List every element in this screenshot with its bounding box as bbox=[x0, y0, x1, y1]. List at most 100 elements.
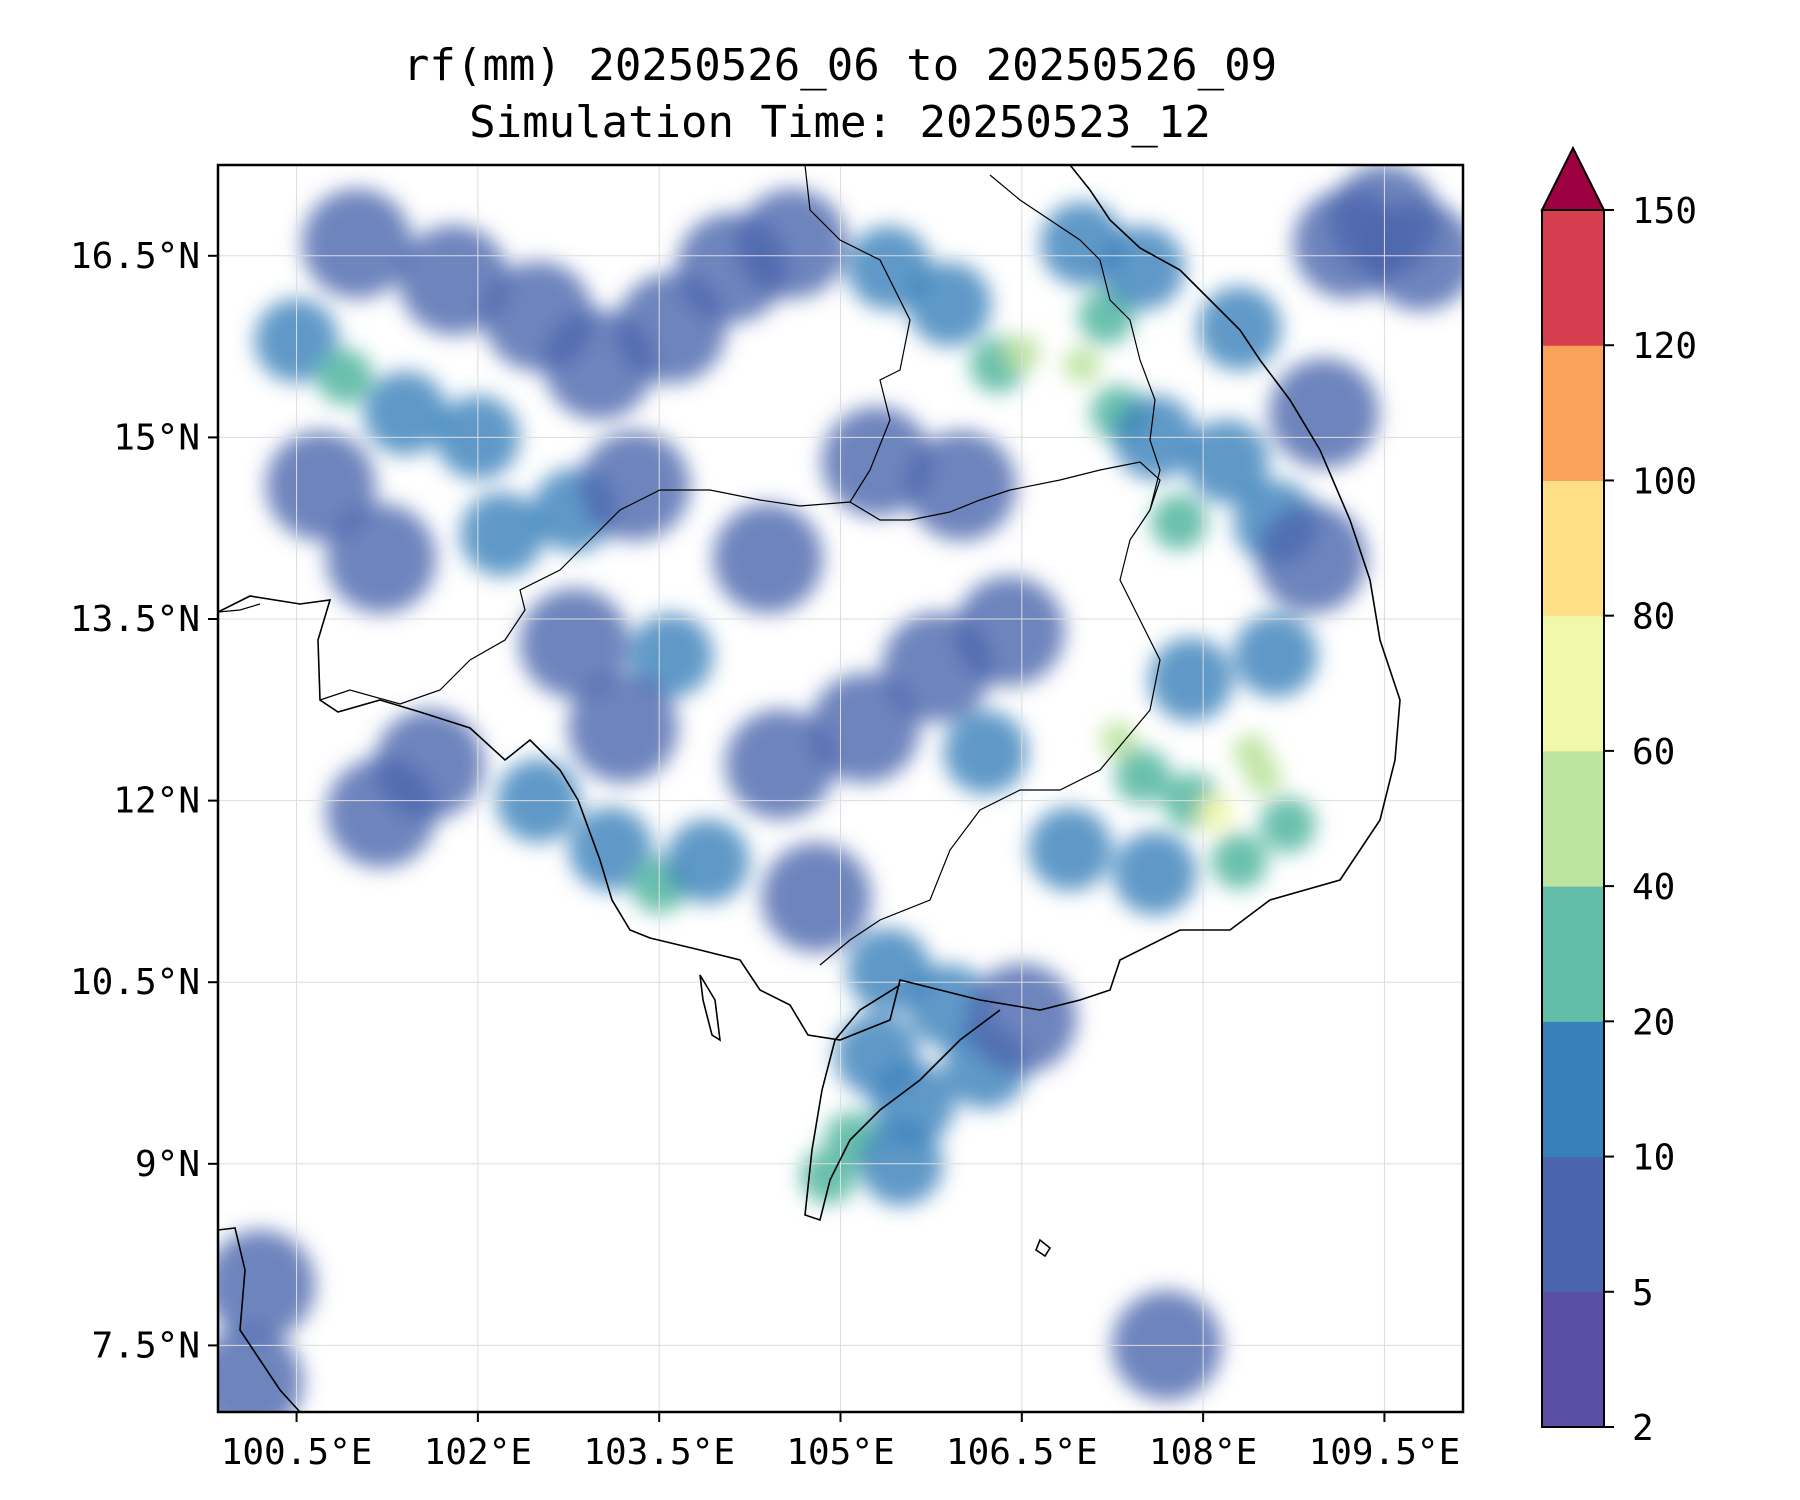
rain-cell bbox=[265, 430, 376, 541]
rain-cell bbox=[326, 757, 437, 868]
rain-cell bbox=[580, 430, 691, 541]
colorbar-label: 150 bbox=[1632, 191, 1697, 232]
colorbar-label: 120 bbox=[1632, 326, 1697, 367]
colorbar-segment bbox=[1542, 1156, 1604, 1293]
rain-cell bbox=[218, 1326, 304, 1412]
rain-cell bbox=[1197, 794, 1234, 831]
y-tick-label: 10.5°N bbox=[70, 962, 200, 1003]
colorbar-segment bbox=[1542, 345, 1604, 481]
rain-cell bbox=[460, 492, 545, 577]
x-tick-label: 100.5°E bbox=[221, 1432, 373, 1473]
rain-cell bbox=[1100, 225, 1185, 310]
colorbar-label: 40 bbox=[1632, 867, 1675, 908]
colorbar-segment bbox=[1542, 886, 1604, 1022]
colorbar-label: 60 bbox=[1632, 732, 1675, 773]
colorbar-segment bbox=[1542, 750, 1604, 887]
colorbar-label: 20 bbox=[1632, 1002, 1675, 1043]
x-tick-label: 102°E bbox=[424, 1432, 532, 1473]
rain-cell bbox=[1112, 831, 1197, 916]
rain-cell bbox=[1028, 807, 1113, 892]
rain-cell bbox=[1100, 722, 1137, 759]
thailand-west-border bbox=[218, 603, 261, 613]
longitude-ticks: 100.5°E 102°E 103.5°E 105°E 106.5°E 108°E 109.… bbox=[221, 1412, 1461, 1473]
laos-vietnam-border bbox=[989, 174, 1161, 511]
coastline bbox=[218, 165, 1401, 1412]
rain-cell bbox=[737, 188, 848, 299]
rain-cell bbox=[907, 262, 992, 347]
rain-cell bbox=[1259, 796, 1316, 853]
rain-cell bbox=[800, 1147, 857, 1204]
rain-cell bbox=[629, 613, 714, 698]
colorbar-label: 100 bbox=[1632, 461, 1697, 502]
colorbar-extend-arrow bbox=[1540, 145, 1606, 211]
mekong-delta-coast bbox=[804, 984, 1001, 1222]
rain-cell bbox=[302, 188, 413, 299]
rain-cell bbox=[1211, 833, 1268, 890]
graticule bbox=[218, 165, 1463, 1412]
y-tick-label: 16.5°N bbox=[70, 236, 200, 277]
x-tick-label: 106.5°E bbox=[946, 1432, 1098, 1473]
rain-cell bbox=[665, 819, 750, 904]
gulf-islands bbox=[699, 974, 1052, 1258]
map-area bbox=[218, 165, 1463, 1412]
rain-cell bbox=[821, 406, 932, 517]
y-tick-label: 15°N bbox=[113, 417, 200, 458]
malay-peninsula-coast bbox=[218, 1227, 301, 1412]
x-tick-label: 108°E bbox=[1149, 1432, 1257, 1473]
colorbar-segment bbox=[1542, 1291, 1604, 1428]
thailand-laos-border bbox=[804, 165, 911, 503]
rain-cell bbox=[846, 225, 931, 310]
rain-cell bbox=[398, 225, 509, 336]
rain-cell bbox=[725, 709, 836, 820]
rain-cell bbox=[954, 576, 1065, 687]
title-line-1: rf(mm) 20250526_06 to 20250526_09 bbox=[403, 40, 1277, 91]
title-line-2: Simulation Time: 20250523_12 bbox=[469, 97, 1211, 148]
rain-cell bbox=[1064, 346, 1101, 383]
rain-cell bbox=[1185, 419, 1270, 504]
colorbar-segment bbox=[1542, 615, 1604, 752]
rain-cell bbox=[519, 588, 630, 699]
rain-cell bbox=[943, 710, 1028, 795]
rain-cell bbox=[1149, 637, 1234, 722]
y-tick-label: 13.5°N bbox=[70, 599, 200, 640]
colorbar-segment bbox=[1542, 210, 1604, 346]
latitude-ticks: 16.5°N 15°N 13.5°N 12°N 10.5°N 9°N 7.5°N bbox=[70, 236, 218, 1366]
rain-cell bbox=[712, 503, 823, 614]
country-borders bbox=[218, 165, 1161, 966]
vietnam-cambodia-border bbox=[819, 509, 1161, 966]
y-tick-label: 9°N bbox=[135, 1144, 200, 1185]
y-tick-label: 12°N bbox=[113, 781, 200, 822]
colorbar-segment bbox=[1542, 480, 1604, 617]
colorbar-label: 2 bbox=[1632, 1408, 1654, 1449]
colorbar-label: 80 bbox=[1632, 597, 1675, 638]
laos-cambodia-border bbox=[949, 461, 1161, 513]
rain-cell bbox=[1256, 503, 1367, 614]
rain-cell bbox=[1233, 613, 1318, 698]
x-tick-label: 103.5°E bbox=[583, 1432, 735, 1473]
rain-cell bbox=[568, 807, 653, 892]
indochina-coastline bbox=[218, 165, 1401, 1041]
rain-cell bbox=[1114, 748, 1171, 805]
rain-cell bbox=[1150, 494, 1207, 551]
rain-cell bbox=[809, 672, 920, 783]
colorbar-label: 10 bbox=[1632, 1138, 1675, 1179]
x-tick-label: 109.5°E bbox=[1309, 1432, 1461, 1473]
rain-cell bbox=[316, 348, 373, 405]
rain-cell bbox=[761, 842, 872, 953]
colorbar-segment bbox=[1542, 1021, 1604, 1158]
rain-cell bbox=[218, 1229, 316, 1340]
rain-cell bbox=[567, 672, 678, 783]
rain-cell bbox=[326, 503, 437, 614]
rain-cell bbox=[1245, 758, 1282, 795]
rain-cell bbox=[906, 430, 1017, 541]
rainfall-field bbox=[218, 165, 1463, 1412]
rain-cell bbox=[846, 928, 931, 1013]
rain-cell bbox=[1268, 358, 1379, 469]
rain-cell bbox=[363, 371, 448, 456]
colorbar-label: 5 bbox=[1632, 1273, 1654, 1314]
y-tick-label: 7.5°N bbox=[92, 1325, 200, 1366]
colorbar: 2 5 10 20 40 60 80 100 120 150 bbox=[1540, 145, 1697, 1449]
x-tick-label: 105°E bbox=[786, 1432, 894, 1473]
colorbar-frame bbox=[1541, 209, 1605, 1428]
